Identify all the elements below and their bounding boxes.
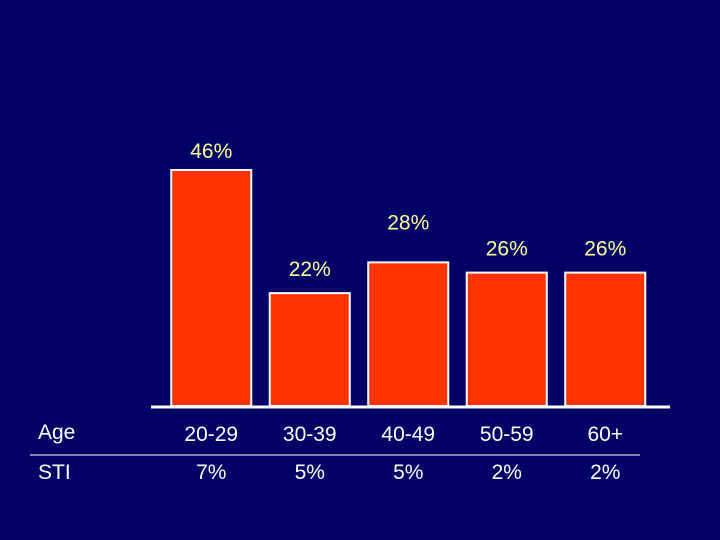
- value-label-60+: 26%: [584, 238, 626, 261]
- bar-50-59: [465, 271, 548, 408]
- bar-20-29: [170, 169, 253, 407]
- sti-value-40-49: 5%: [393, 461, 423, 484]
- sti-value-60+: 2%: [590, 461, 620, 484]
- value-label-50-59: 26%: [486, 238, 528, 261]
- sti-value-20-29: 7%: [196, 461, 226, 484]
- bar-30-39: [268, 292, 351, 407]
- category-label-60+: 60+: [587, 423, 623, 446]
- row-header-sti: STI: [38, 461, 71, 484]
- category-label-20-29: 20-29: [184, 423, 238, 446]
- category-label-50-59: 50-59: [480, 423, 534, 446]
- category-label-30-39: 30-39: [283, 423, 337, 446]
- category-label-40-49: 40-49: [381, 423, 435, 446]
- value-label-30-39: 22%: [289, 258, 331, 281]
- value-label-40-49: 28%: [387, 211, 429, 234]
- sti-value-30-39: 5%: [295, 461, 325, 484]
- value-label-20-29: 46%: [190, 140, 232, 163]
- row-header-age: Age: [38, 421, 75, 444]
- bar-40-49: [367, 261, 450, 408]
- sti-value-50-59: 2%: [492, 461, 522, 484]
- bar-60+: [564, 271, 647, 408]
